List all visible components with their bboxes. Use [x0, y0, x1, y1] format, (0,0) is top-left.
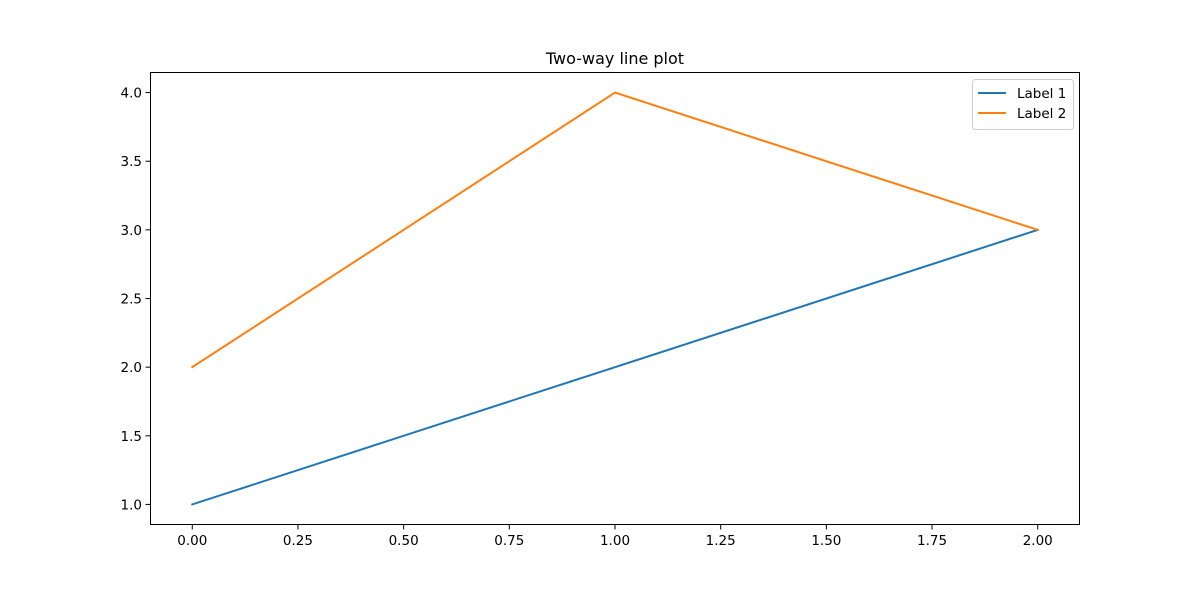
- series-layer: [190, 91, 1039, 506]
- x-tick-label: 1.00: [600, 533, 630, 549]
- y-tick-label: 2.5: [121, 292, 142, 308]
- y-tick-label: 3.5: [121, 154, 142, 170]
- legend-label-1: Label 1: [1017, 86, 1066, 102]
- x-tick-label: 0.25: [283, 533, 313, 549]
- x-tick-label: 0.75: [494, 533, 524, 549]
- x-tick-label: 0.00: [177, 533, 207, 549]
- x-tick-label: 1.50: [811, 533, 841, 549]
- y-tick-label: 2.0: [121, 360, 142, 376]
- y-axis: 1.0 1.5 2.0 2.5 3.0 3.5 4.0: [121, 86, 150, 513]
- legend-label-2: Label 2: [1017, 106, 1066, 122]
- y-tick-label: 3.0: [121, 223, 142, 239]
- y-tick-label: 4.0: [121, 86, 142, 102]
- x-axis: 0.00 0.25 0.50 0.75 1.00 1.25 1.50 1.75 2.00: [177, 525, 1053, 549]
- x-tick-label: 1.25: [706, 533, 736, 549]
- series-line-2: [190, 91, 1039, 369]
- legend: Label 1 Label 2: [972, 79, 1074, 130]
- x-tick-label: 1.75: [917, 533, 947, 549]
- y-tick-label: 1.5: [121, 429, 142, 445]
- series-line-1: [191, 228, 1039, 506]
- chart-title: Two-way line plot: [545, 49, 684, 68]
- x-tick-label: 2.00: [1023, 533, 1053, 549]
- x-tick-label: 0.50: [389, 533, 419, 549]
- y-tick-label: 1.0: [121, 497, 142, 513]
- plot-area-frame: [150, 72, 1080, 525]
